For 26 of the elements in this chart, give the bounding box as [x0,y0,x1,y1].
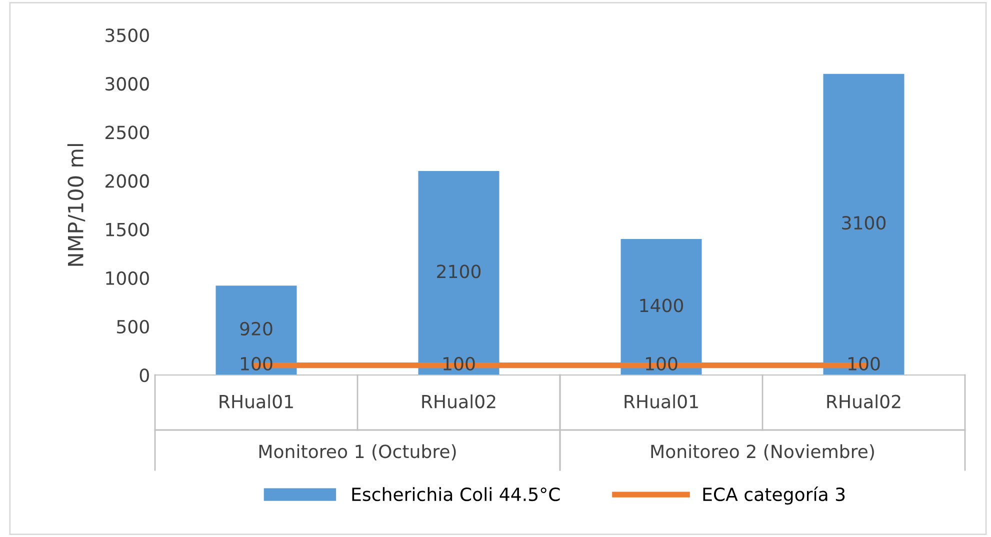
data-label: 3100 [842,216,886,230]
data-label: 2100 [437,264,481,278]
x-tick-label: RHual01 [220,394,293,408]
data-label: 100 [848,356,880,371]
y-tick-label: 3500 [106,28,149,42]
bar [418,171,500,375]
x-tick-label: RHual02 [827,394,900,408]
x-tick-label: RHual02 [422,394,496,408]
y-tick-label: 1000 [106,271,149,285]
y-tick-label: 2500 [106,126,149,140]
y-tick-label: 0 [140,368,149,382]
text: Monitoreo 1 (Octubre) [259,444,456,460]
y-tick-label: 2000 [106,174,149,188]
y-tick-label: 1500 [106,222,149,236]
bar [216,286,297,375]
legend-label: Escherichia Coli 44.5°C [352,487,560,502]
y-axis-title: NMP/100 ml [67,144,86,266]
data-label: 920 [240,322,272,336]
text: Monitoreo 2 (Noviembre) [651,444,874,460]
y-tick-label: 3000 [106,77,149,91]
bar [620,239,702,375]
data-label: 1400 [640,298,684,312]
x-tick-label: RHual01 [624,394,698,408]
y-tick-label: 500 [117,320,149,334]
legend-label: ECA categoría 3 [703,486,845,505]
bar [823,74,904,375]
